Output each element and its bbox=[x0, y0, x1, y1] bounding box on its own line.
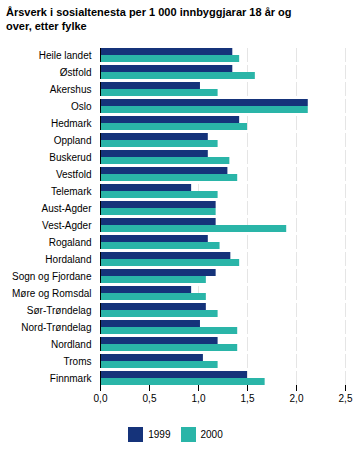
svg-text:Nord-Trøndelag: Nord-Trøndelag bbox=[21, 321, 91, 332]
svg-text:Oslo: Oslo bbox=[71, 100, 92, 111]
svg-text:Oppland: Oppland bbox=[54, 134, 92, 145]
svg-text:Hordaland: Hordaland bbox=[45, 253, 91, 264]
svg-text:1,0: 1,0 bbox=[192, 392, 206, 403]
svg-text:Rogaland: Rogaland bbox=[49, 236, 92, 247]
svg-text:2,5: 2,5 bbox=[339, 392, 353, 403]
svg-text:Aust-Agder: Aust-Agder bbox=[41, 202, 92, 213]
svg-text:1,5: 1,5 bbox=[241, 392, 255, 403]
svg-text:Møre og Romsdal: Møre og Romsdal bbox=[12, 287, 91, 298]
svg-text:Nordland: Nordland bbox=[51, 338, 92, 349]
html-text:Årsverk i sosialtenesta per 1: Årsverk i sosialtenesta per 1 000 innbyg… bbox=[6, 6, 292, 32]
svg-text:Østfold: Østfold bbox=[60, 66, 92, 77]
svg-text:Vestfold: Vestfold bbox=[56, 168, 92, 179]
svg-text:Hedmark: Hedmark bbox=[51, 117, 93, 128]
html-text:1999: 1999 bbox=[148, 428, 171, 440]
svg-text:Troms: Troms bbox=[64, 355, 92, 366]
svg-text:Sør-Trøndelag: Sør-Trøndelag bbox=[27, 304, 92, 315]
html-text:2000: 2000 bbox=[200, 428, 223, 440]
svg-text:Heile landet: Heile landet bbox=[39, 49, 92, 60]
svg-text:Telemark: Telemark bbox=[51, 185, 93, 196]
svg-text:2,0: 2,0 bbox=[290, 392, 304, 403]
svg-text:Sogn og Fjordane: Sogn og Fjordane bbox=[12, 270, 92, 281]
svg-text:Buskerud: Buskerud bbox=[49, 151, 91, 162]
svg-text:0,5: 0,5 bbox=[143, 392, 157, 403]
svg-text:Finnmark: Finnmark bbox=[50, 372, 93, 383]
svg-text:Akershus: Akershus bbox=[50, 83, 92, 94]
svg-text:0,0: 0,0 bbox=[94, 392, 108, 403]
svg-text:Vest-Agder: Vest-Agder bbox=[42, 219, 92, 230]
